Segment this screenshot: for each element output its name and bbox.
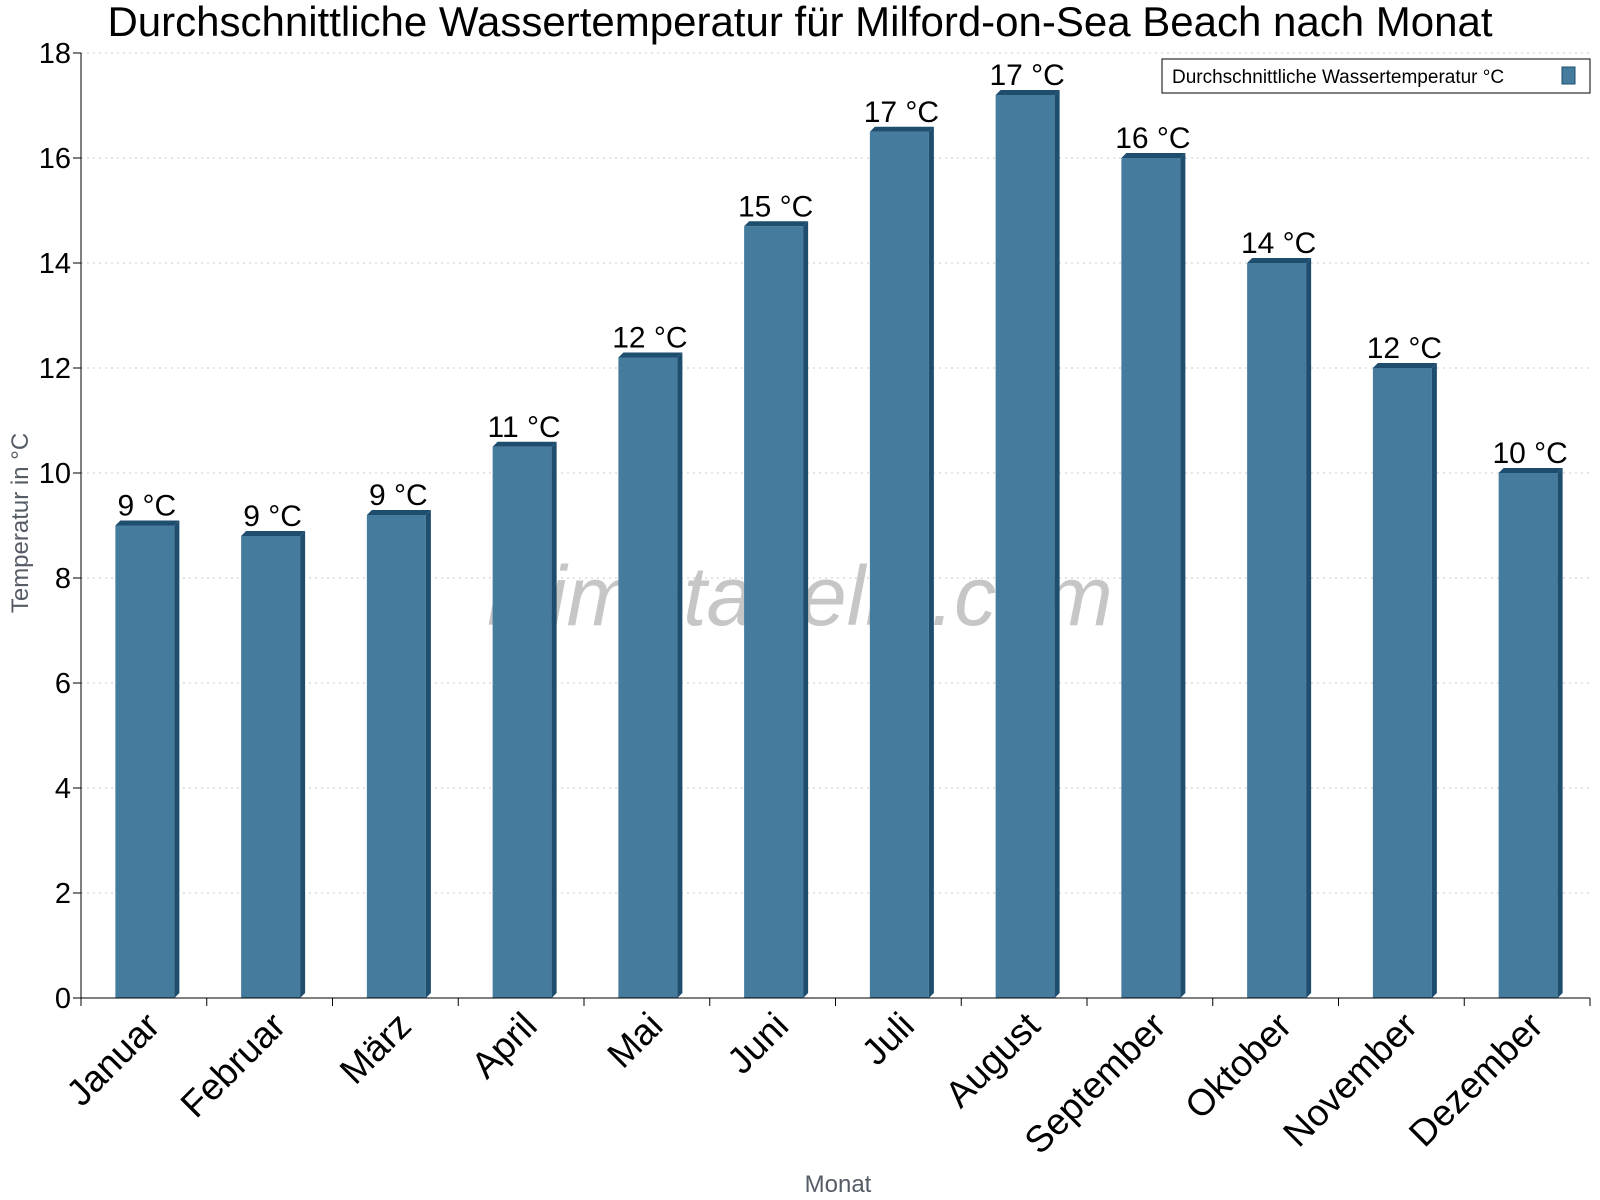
y-tick-label: 14 bbox=[39, 248, 71, 280]
bar bbox=[1372, 363, 1437, 998]
bar-top bbox=[366, 510, 431, 515]
x-tick-label: November bbox=[1275, 1005, 1425, 1155]
y-tick-label: 6 bbox=[55, 668, 71, 700]
bar-side bbox=[425, 510, 431, 998]
legend-box bbox=[1161, 58, 1591, 94]
y-tick-label: 8 bbox=[55, 563, 71, 595]
x-tick-label: Januar bbox=[59, 1005, 168, 1114]
bar-side bbox=[1054, 90, 1060, 998]
data-label: 15 °C bbox=[738, 190, 813, 223]
x-axis-title: Monat bbox=[805, 1171, 872, 1198]
data-label: 17 °C bbox=[864, 96, 939, 129]
bar-top bbox=[1247, 258, 1312, 263]
bar-face bbox=[1247, 263, 1307, 998]
data-label: 9 °C bbox=[118, 490, 177, 523]
bar bbox=[618, 352, 683, 998]
bar bbox=[492, 441, 557, 998]
x-tick-label: März bbox=[332, 1005, 419, 1092]
data-label: 9 °C bbox=[369, 479, 428, 512]
bar-top bbox=[492, 441, 557, 447]
chart-title: Durchschnittliche Wassertemperatur für M… bbox=[107, 0, 1492, 45]
bar-face bbox=[869, 131, 929, 998]
bar bbox=[995, 90, 1060, 998]
bar-face bbox=[492, 446, 552, 998]
bar-face bbox=[115, 525, 175, 998]
gridlines bbox=[81, 52, 1590, 894]
bar-side bbox=[677, 352, 683, 998]
bar bbox=[1498, 468, 1563, 998]
bar-top bbox=[1498, 468, 1563, 473]
y-tick-label: 12 bbox=[39, 353, 71, 385]
bar-face bbox=[618, 357, 678, 998]
data-label: 9 °C bbox=[243, 500, 302, 533]
bar bbox=[366, 510, 431, 998]
legend: Durchschnittliche Wassertemperatur °C bbox=[1161, 58, 1591, 94]
bar-side bbox=[174, 520, 180, 998]
data-labels: 9 °C 9 °C 9 °C 11 °C 12 °C 15 °C 17 °C 17 °C 16 … bbox=[118, 59, 1568, 533]
bar-top bbox=[115, 520, 180, 526]
y-tick-label: 2 bbox=[55, 878, 71, 910]
x-tick-label: Oktober bbox=[1177, 1005, 1299, 1127]
bar-side bbox=[300, 531, 306, 998]
data-label: 12 °C bbox=[612, 322, 687, 355]
data-label: 12 °C bbox=[1367, 332, 1442, 365]
data-label: 16 °C bbox=[1115, 122, 1190, 155]
bar bbox=[869, 126, 934, 998]
y-tick-label: 16 bbox=[39, 143, 71, 175]
bar bbox=[115, 520, 180, 998]
bar-side bbox=[1557, 468, 1563, 998]
bar-side bbox=[803, 221, 809, 998]
y-tick-label: 18 bbox=[39, 38, 71, 70]
bar bbox=[241, 531, 306, 998]
bar-face bbox=[241, 536, 301, 998]
bar-top bbox=[995, 90, 1060, 95]
x-tick-label: Juli bbox=[854, 1005, 922, 1073]
bar-top bbox=[869, 126, 934, 132]
legend-swatch bbox=[1561, 66, 1576, 85]
bar-side bbox=[551, 441, 557, 998]
y-tick-label: 10 bbox=[39, 458, 71, 490]
bar-face bbox=[1372, 368, 1432, 998]
data-label: 11 °C bbox=[488, 411, 561, 444]
bar bbox=[1247, 258, 1312, 998]
x-tick-label: August bbox=[937, 1004, 1048, 1115]
data-label: 14 °C bbox=[1241, 227, 1316, 260]
bar-top bbox=[618, 352, 683, 358]
legend-label: Durchschnittliche Wassertemperatur °C bbox=[1172, 67, 1504, 88]
bar-face bbox=[744, 226, 804, 998]
x-tick-label: April bbox=[463, 1005, 544, 1086]
x-tick-label: Juni bbox=[719, 1005, 796, 1082]
bar-side bbox=[1306, 258, 1312, 998]
x-tick-label: Februar bbox=[173, 1005, 294, 1126]
y-tick-label: 0 bbox=[55, 983, 71, 1015]
bar-face bbox=[366, 515, 426, 998]
bar-top bbox=[1372, 363, 1437, 368]
bar-face bbox=[1498, 473, 1558, 998]
y-tick-labels: 0 2 4 6 8 10 12 14 16 18 bbox=[39, 38, 71, 1015]
bar-face bbox=[995, 95, 1055, 998]
bar-side bbox=[1431, 363, 1437, 998]
data-label: 10 °C bbox=[1492, 437, 1567, 470]
bar-series bbox=[115, 90, 1563, 998]
bar-top bbox=[744, 221, 809, 227]
y-axis-title: Temperatur in °C bbox=[7, 433, 34, 613]
bar-side bbox=[1180, 153, 1186, 998]
x-tick-labels: Januar Februar März April Mai Juni Juli AugustS… bbox=[59, 1004, 1551, 1161]
x-tick-label: Mai bbox=[599, 1005, 670, 1076]
bar-face bbox=[1121, 158, 1181, 998]
bar-side bbox=[928, 126, 934, 998]
bar-top bbox=[1121, 153, 1186, 158]
bar bbox=[744, 221, 809, 998]
bar bbox=[1121, 153, 1186, 998]
bar-top bbox=[241, 531, 306, 536]
data-label: 17 °C bbox=[989, 59, 1064, 92]
axes bbox=[73, 52, 1591, 1006]
y-tick-label: 4 bbox=[55, 773, 71, 805]
x-tick-label: Dezember bbox=[1401, 1005, 1551, 1155]
